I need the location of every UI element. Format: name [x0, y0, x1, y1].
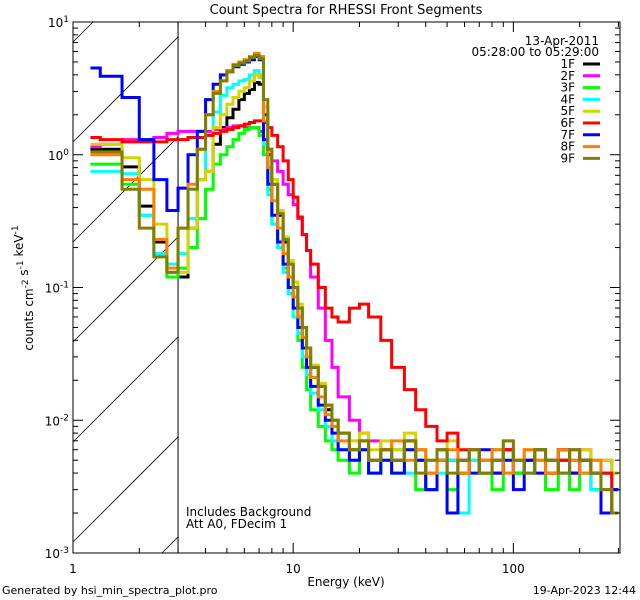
- chart-title: Count Spectra for RHESSI Front Segments: [210, 3, 483, 18]
- legend-label-4F: 4F: [560, 92, 575, 106]
- hatch-line: [72, 436, 179, 543]
- y-axis-label: counts cm-2 s-1 keV-1: [11, 225, 36, 350]
- hatch-line: [72, 21, 94, 43]
- legend-label-1F: 1F: [560, 57, 575, 71]
- legend-label-5F: 5F: [560, 104, 575, 118]
- footer-timestamp: 19-Apr-2023 12:44: [533, 584, 636, 597]
- hatch-line: [161, 536, 179, 554]
- series-line-7F: [90, 54, 619, 515]
- y-tick-label: 10-2: [45, 413, 69, 428]
- y-tick-label: 100: [48, 148, 69, 163]
- legend-label-8F: 8F: [560, 140, 575, 154]
- hatch-line: [72, 336, 179, 443]
- legend-label-2F: 2F: [560, 69, 575, 83]
- legend-label-9F: 9F: [560, 151, 575, 165]
- axis-ticks: [72, 22, 620, 554]
- attenuator-hatched-region: [72, 21, 179, 554]
- footer-generated-by: Generated by hsi_min_spectra_plot.pro: [2, 584, 218, 597]
- legend-date: 13-Apr-2011: [525, 34, 599, 48]
- legend-label-7F: 7F: [560, 128, 575, 142]
- series-line-8F: [90, 51, 619, 515]
- x-tick-label: 100: [502, 562, 525, 576]
- hatch-line: [72, 36, 179, 143]
- x-axis-label: Energy (keV): [307, 575, 384, 589]
- x-tick-label: 10: [286, 562, 301, 576]
- y-tick-label: 10-3: [45, 546, 69, 561]
- legend-time-range: 05:28:00 to 05:29:00: [472, 45, 599, 59]
- y-tick-label: 101: [48, 15, 69, 30]
- legend-label-3F: 3F: [560, 81, 575, 95]
- annotation-background: Includes Background: [186, 505, 311, 519]
- series-line-6F: [90, 119, 619, 492]
- x-tick-label: 1: [69, 562, 77, 576]
- series-line-2F: [90, 124, 619, 475]
- series-line-4F: [90, 69, 619, 515]
- y-tick-label: 10-1: [45, 281, 69, 296]
- annotation-attenuator: Att A0, FDecim 1: [186, 517, 287, 531]
- legend-label-6F: 6F: [560, 116, 575, 130]
- series-line-9F: [90, 53, 619, 515]
